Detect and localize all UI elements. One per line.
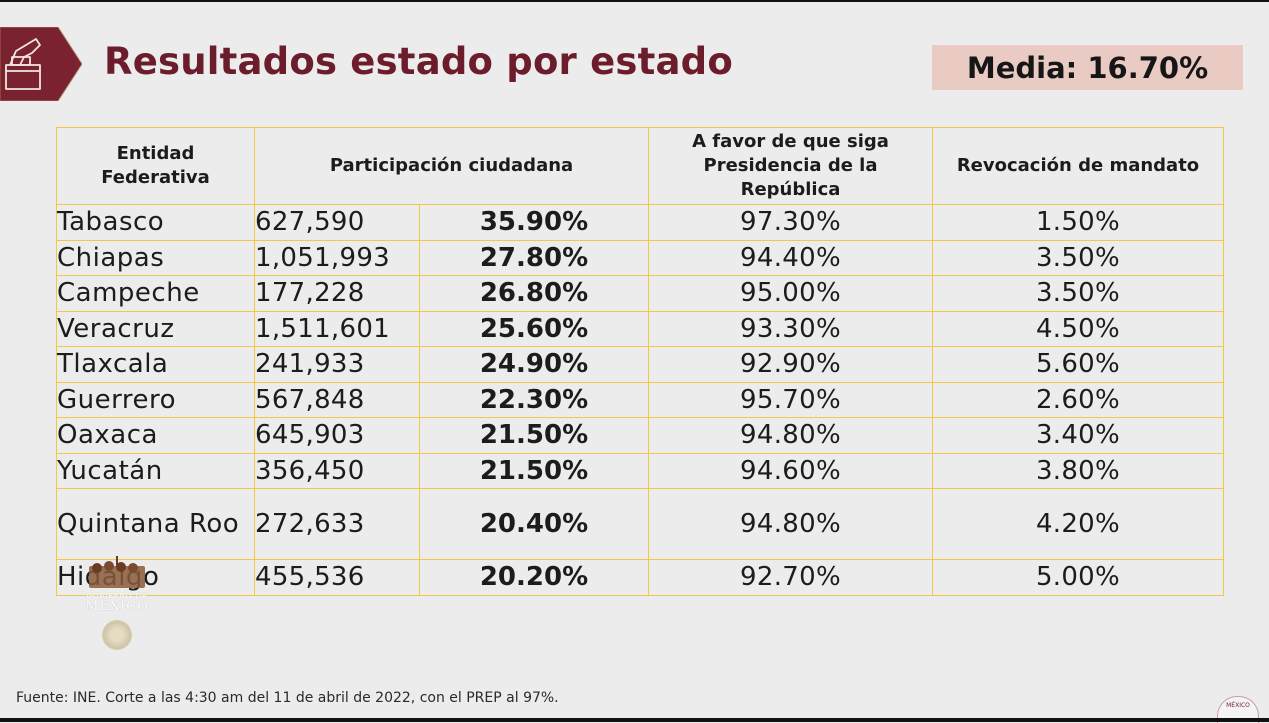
favor-cell: 97.30% [648,204,933,241]
revocation-cell: 4.50% [932,310,1224,347]
state-cell: Oaxaca [56,417,255,454]
page-title: Resultados estado por estado [104,40,733,83]
favor-cell: 95.70% [648,381,933,418]
favor-cell: 92.70% [648,559,933,596]
favor-cell: 94.40% [648,239,933,276]
participation-cell: 21.50% [419,452,649,489]
participation-cell: 24.90% [419,346,649,383]
header-favor: A favor de que siga Presidencia de la Re… [648,127,933,205]
votes-cell: 272,633 [254,488,420,560]
ballot-box-icon [0,26,83,102]
source-footnote: Fuente: INE. Corte a las 4:30 am del 11 … [16,690,559,706]
participation-cell: 26.80% [419,275,649,312]
gobierno-de-mexico-logo: GOBIERNO DE MÉXICO [84,556,150,656]
header-entidad: Entidad Federativa [56,127,255,205]
revocation-cell: 2.60% [932,381,1224,418]
votes-cell: 356,450 [254,452,420,489]
votes-cell: 177,228 [254,275,420,312]
favor-cell: 95.00% [648,275,933,312]
participation-cell: 20.40% [419,488,649,560]
state-cell: Tlaxcala [56,346,255,383]
votes-cell: 455,536 [254,559,420,596]
revocation-cell: 3.80% [932,452,1224,489]
votes-cell: 567,848 [254,381,420,418]
header-participacion: Participación ciudadana [254,127,649,205]
votes-cell: 241,933 [254,346,420,383]
logo-line1: GOBIERNO DE [86,592,148,600]
revocation-cell: 3.50% [932,275,1224,312]
revocation-cell: 1.50% [932,204,1224,241]
header-revocacion: Revocación de mandato [932,127,1224,205]
header-entidad-label: Entidad Federativa [101,143,210,188]
participation-cell: 20.20% [419,559,649,596]
table-row: Tlaxcala 241,933 24.90% 92.90% 5.60% [56,346,1224,383]
state-cell: Yucatán [56,452,255,489]
revocation-cell: 3.50% [932,239,1224,276]
state-cell: Tabasco [56,204,255,241]
favor-cell: 94.80% [648,417,933,454]
state-cell: Quintana Roo [56,488,255,560]
revocation-cell: 4.20% [932,488,1224,560]
table-row: Guerrero 567,848 22.30% 95.70% 2.60% [56,381,1224,418]
participation-cell: 25.60% [419,310,649,347]
votes-cell: 1,051,993 [254,239,420,276]
participation-cell: 27.80% [419,239,649,276]
favor-cell: 93.30% [648,310,933,347]
favor-cell: 94.60% [648,452,933,489]
votes-cell: 627,590 [254,204,420,241]
participation-cell: 22.30% [419,381,649,418]
votes-cell: 645,903 [254,417,420,454]
table-header-row: Entidad Federativa Participación ciudada… [56,127,1224,205]
table-row: Tabasco 627,590 35.90% 97.30% 1.50% [56,204,1224,241]
results-table: Entidad Federativa Participación ciudada… [56,127,1224,596]
revocation-cell: 3.40% [932,417,1224,454]
table-row: Yucatán 356,450 21.50% 94.60% 3.80% [56,452,1224,489]
revocation-cell: 5.60% [932,346,1224,383]
bottom-border [0,718,1269,722]
participation-cell: 21.50% [419,417,649,454]
state-cell: Guerrero [56,381,255,418]
header-favor-label: A favor de que siga Presidencia de la Re… [692,131,889,200]
revocation-cell: 5.00% [932,559,1224,596]
table-row: Oaxaca 645,903 21.50% 94.80% 3.40% [56,417,1224,454]
national-seal-icon [102,620,132,650]
media-badge: Media: 16.70% [932,45,1243,90]
logo-line2: MÉXICO [85,599,149,614]
heroes-illustration-icon [89,556,145,588]
table-row: Veracruz 1,511,601 25.60% 93.30% 4.50% [56,310,1224,347]
favor-cell: 94.80% [648,488,933,560]
state-cell: Campeche [56,275,255,312]
table-row: Quintana Roo 272,633 20.40% 94.80% 4.20% [56,488,1224,560]
favor-cell: 92.90% [648,346,933,383]
top-border [0,0,1269,2]
votes-cell: 1,511,601 [254,310,420,347]
state-cell: Veracruz [56,310,255,347]
table-row: Chiapas 1,051,993 27.80% 94.40% 3.50% [56,239,1224,276]
participation-cell: 35.90% [419,204,649,241]
table-row: Campeche 177,228 26.80% 95.00% 3.50% [56,275,1224,312]
state-cell: Chiapas [56,239,255,276]
